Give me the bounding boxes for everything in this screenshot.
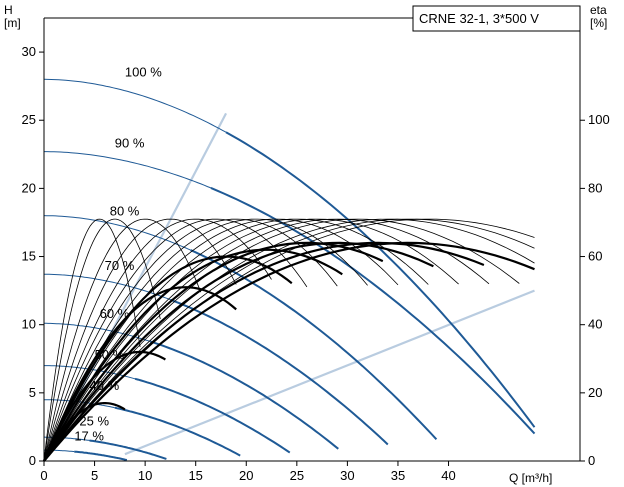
eta-curve-0 bbox=[43, 218, 141, 462]
y-left-tick-label: 20 bbox=[22, 180, 36, 195]
eta-curve-9 bbox=[43, 218, 429, 462]
y-right-tick-label: 20 bbox=[588, 385, 602, 400]
head-curve-bold-7 bbox=[89, 439, 167, 460]
y-right-tick-label: 60 bbox=[588, 249, 602, 264]
y-left-tick-label: 25 bbox=[22, 112, 36, 127]
max-flow-bound bbox=[124, 289, 535, 456]
y-right-tick-label: 100 bbox=[588, 112, 610, 127]
y-left-label-line2: [m] bbox=[4, 16, 21, 30]
y-right-tick-label: 80 bbox=[588, 180, 602, 195]
y-left-tick-label: 5 bbox=[29, 385, 36, 400]
eta-curve-8 bbox=[43, 218, 399, 462]
head-curve-bold-3 bbox=[170, 298, 389, 446]
x-axis-label: Q [m³/h] bbox=[509, 471, 552, 485]
eta-curve-12 bbox=[43, 218, 520, 462]
y-left-tick-label: 30 bbox=[22, 44, 36, 59]
head-curve-thin-0 bbox=[43, 78, 227, 133]
y-left-tick-label: 10 bbox=[22, 317, 36, 332]
eta-curve-2 bbox=[43, 218, 202, 462]
speed-label: 80 % bbox=[110, 204, 140, 219]
eta-curve-6 bbox=[43, 218, 338, 462]
speed-label: 50 % bbox=[95, 347, 125, 362]
y-right-tick-label: 40 bbox=[588, 317, 602, 332]
speed-label: 70 % bbox=[105, 258, 135, 273]
eta-curve-1 bbox=[43, 218, 161, 462]
speed-label: 60 % bbox=[100, 306, 130, 321]
x-tick-label: 35 bbox=[391, 468, 405, 483]
x-tick-label: 0 bbox=[40, 468, 47, 483]
head-curve-bold-1 bbox=[210, 186, 536, 435]
y-right-label-line2: [%] bbox=[590, 16, 607, 30]
y-left-tick-label: 0 bbox=[29, 453, 36, 468]
eta-curve-24 bbox=[43, 241, 535, 462]
x-tick-label: 40 bbox=[441, 468, 455, 483]
eta-curve-19 bbox=[42, 255, 293, 462]
x-tick-label: 30 bbox=[340, 468, 354, 483]
x-tick-label: 10 bbox=[138, 468, 152, 483]
eta-curve-13 bbox=[43, 218, 535, 462]
eta-curve-18 bbox=[42, 286, 237, 462]
head-curve-thin-2 bbox=[43, 215, 191, 251]
head-curve-thin-4 bbox=[44, 322, 151, 342]
y-left-label-line1: H bbox=[4, 3, 13, 17]
y-right-label-line1: eta bbox=[590, 3, 607, 17]
chart-title: CRNE 32-1, 3*500 V bbox=[419, 11, 539, 26]
speed-label: 90 % bbox=[115, 135, 145, 150]
eta-curve-10 bbox=[43, 218, 459, 462]
y-left-tick-label: 15 bbox=[22, 249, 36, 264]
x-tick-label: 20 bbox=[239, 468, 253, 483]
x-tick-label: 5 bbox=[91, 468, 98, 483]
x-tick-label: 15 bbox=[188, 468, 202, 483]
speed-label: 100 % bbox=[125, 65, 162, 80]
speed-label: 25 % bbox=[79, 414, 109, 429]
head-curve-bold-6 bbox=[114, 406, 241, 457]
head-curve-bold-0 bbox=[225, 131, 536, 428]
speed-label: 17 % bbox=[74, 429, 104, 444]
eta-curve-15 bbox=[43, 218, 535, 462]
head-curve-bold-5 bbox=[134, 377, 291, 454]
x-tick-label: 25 bbox=[290, 468, 304, 483]
eta-curve-3 bbox=[43, 218, 237, 462]
y-right-tick-label: 0 bbox=[588, 453, 595, 468]
y-left-ticks: 0 5 10 15 20 25 30 bbox=[22, 44, 44, 468]
title-box bbox=[412, 5, 581, 32]
head-curve-bold-8 bbox=[74, 450, 128, 461]
head-curve-bold-4 bbox=[149, 340, 339, 450]
eta-curve-20 bbox=[43, 248, 343, 462]
x-ticks: 0 5 10 15 20 25 30 35 40 bbox=[40, 461, 456, 483]
eta-curve-23 bbox=[43, 241, 485, 462]
head-curve-thin-1 bbox=[44, 151, 212, 189]
efficiency-curves bbox=[42, 218, 535, 462]
speed-label: 40 % bbox=[90, 378, 120, 393]
speed-labels: 100 % 90 % 80 % 70 % 60 % 50 % 40 % 25 %17 % bbox=[74, 65, 162, 444]
eta-curve-5 bbox=[43, 218, 308, 462]
y-right-ticks: 0 20 40 60 80 100 bbox=[580, 112, 610, 468]
